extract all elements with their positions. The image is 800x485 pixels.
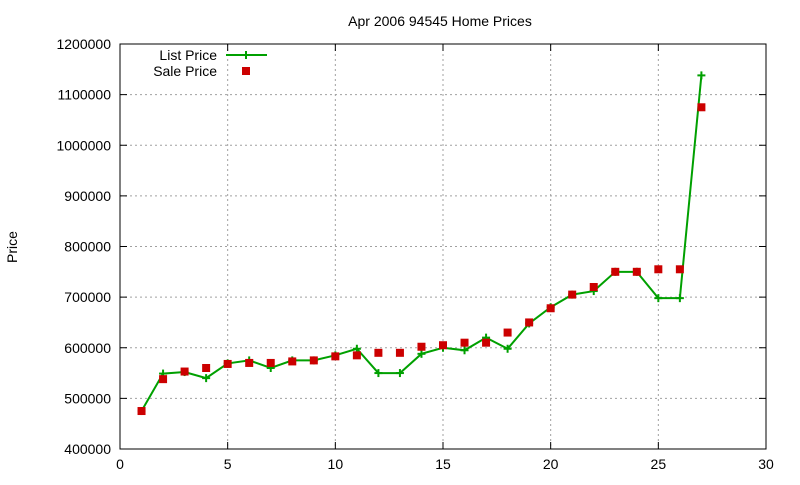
y-tick-label: 900000: [64, 188, 111, 204]
x-tick-label: 25: [651, 456, 667, 472]
data-point: [525, 318, 534, 327]
data-point: [395, 369, 404, 378]
data-point: [568, 290, 577, 299]
data-point: [309, 356, 318, 365]
x-tick-label: 20: [543, 456, 559, 472]
data-point: [546, 304, 555, 313]
legend-marker: [242, 67, 250, 75]
x-tick-label: 0: [116, 456, 124, 472]
y-tick-label: 700000: [64, 289, 111, 305]
data-point: [439, 341, 447, 350]
y-tick-label: 400000: [64, 441, 111, 457]
data-point: [331, 352, 340, 361]
data-point: [697, 71, 706, 80]
x-tick-label: 30: [758, 456, 774, 472]
series-list-price: [137, 71, 706, 416]
data-point: [137, 407, 146, 416]
chart-title: Apr 2006 94545 Home Prices: [348, 13, 532, 29]
legend-item: List Price: [159, 47, 267, 63]
data-point: [223, 359, 232, 368]
axis-ticks: [119, 43, 767, 450]
data-point: [417, 342, 426, 351]
data-point: [159, 375, 168, 384]
data-point: [245, 358, 254, 367]
data-point: [697, 103, 706, 112]
y-tick-label: 1200000: [56, 36, 111, 52]
data-point: [288, 357, 297, 366]
data-point: [482, 338, 491, 347]
y-tick-label: 1100000: [58, 87, 112, 103]
legend-item: Sale Price: [153, 63, 250, 79]
x-tick-label: 15: [435, 456, 451, 472]
data-point: [417, 349, 426, 358]
data-point: [202, 364, 211, 372]
y-tick-label: 800000: [64, 239, 111, 255]
data-point: [589, 283, 598, 291]
x-tick-label: 10: [328, 456, 344, 472]
data-point: [675, 294, 684, 303]
data-point: [675, 265, 684, 274]
legend-label: List Price: [159, 47, 217, 63]
data-point: [611, 267, 620, 276]
data-point: [632, 267, 641, 276]
data-point: [266, 358, 275, 367]
y-tick-label: 1000000: [56, 137, 111, 153]
data-point: [460, 338, 469, 347]
data-point: [654, 265, 663, 274]
series-sale-price: [137, 103, 706, 416]
y-tick-label: 600000: [64, 340, 111, 356]
data-point: [374, 348, 383, 357]
data-point: [180, 367, 189, 376]
data-point: [202, 374, 211, 383]
data-series: [137, 71, 706, 416]
data-point: [352, 351, 361, 360]
data-point: [503, 328, 512, 337]
legend-label: Sale Price: [153, 63, 217, 79]
axis-tick-labels: 0 5 10 15 20 25 30 400000 500000 600000 700000 8000…: [56, 36, 774, 472]
legend-marker: [242, 51, 250, 59]
x-tick-label: 5: [224, 456, 232, 472]
data-point: [654, 294, 663, 303]
data-point: [374, 369, 383, 378]
y-tick-label: 500000: [64, 390, 111, 406]
data-point: [503, 344, 512, 353]
y-axis-label: Price: [4, 231, 20, 263]
data-point: [460, 346, 469, 355]
data-point: [395, 348, 404, 357]
grid: [120, 44, 766, 449]
